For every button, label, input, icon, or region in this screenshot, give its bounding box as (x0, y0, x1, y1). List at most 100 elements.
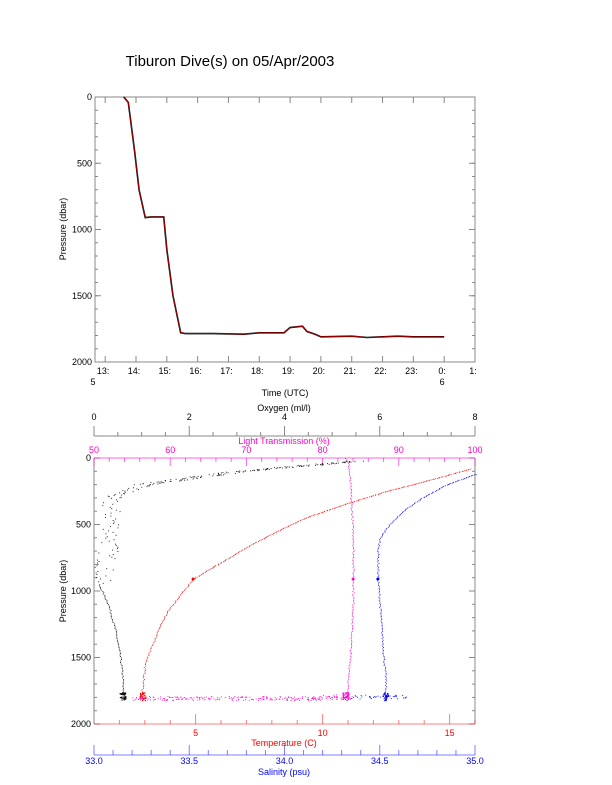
data-point (139, 696, 141, 698)
x-tick-label: 1: (469, 366, 477, 376)
data-point (298, 521, 300, 522)
data-point (377, 573, 379, 575)
data-point (120, 662, 122, 664)
data-point (184, 479, 186, 481)
data-point (144, 700, 147, 702)
series-salinity-bottom-transect (351, 694, 407, 700)
data-point (227, 472, 229, 474)
data-point (377, 561, 379, 563)
data-point (144, 664, 146, 666)
data-point (122, 689, 124, 691)
data-point (157, 697, 159, 699)
data-point (332, 462, 334, 464)
data-point (379, 590, 380, 592)
data-point (112, 569, 114, 571)
data-point (224, 697, 226, 698)
data-point (188, 698, 190, 700)
data-point (219, 474, 221, 476)
data-point (121, 665, 123, 667)
data-point (124, 692, 126, 695)
data-point (166, 699, 168, 701)
data-point (199, 697, 200, 699)
data-point (204, 571, 206, 573)
data-point (353, 697, 355, 699)
data-point (115, 518, 117, 520)
data-point (362, 460, 364, 462)
data-point (369, 696, 371, 698)
data-point (148, 653, 150, 655)
data-point (167, 612, 168, 614)
data-point (347, 694, 350, 696)
data-point (192, 699, 194, 701)
data-point (118, 524, 120, 526)
data-point (160, 481, 162, 483)
data-point (352, 546, 354, 548)
data-point (179, 480, 181, 482)
data-point (348, 675, 350, 677)
data-point (384, 530, 386, 532)
data-point (329, 696, 331, 697)
data-point (258, 698, 260, 700)
data-point (352, 620, 354, 622)
data-point (392, 521, 394, 523)
data-point (268, 535, 270, 537)
data-point (386, 528, 388, 530)
data-point (295, 522, 297, 524)
data-point (169, 696, 170, 698)
data-point (427, 480, 429, 482)
data-point (97, 562, 99, 564)
data-point (350, 497, 352, 499)
data-point (380, 613, 382, 615)
data-point (138, 698, 140, 700)
data-point (351, 647, 353, 649)
data-point (381, 622, 383, 623)
data-point (371, 495, 373, 497)
data-point (353, 598, 355, 600)
data-point (274, 699, 276, 701)
data-point (249, 545, 251, 547)
data-point (361, 696, 363, 698)
salinity-axis-label: Salinity (psu) (258, 767, 310, 777)
data-point (416, 483, 418, 485)
data-point (387, 695, 389, 697)
data-point (197, 697, 199, 699)
data-point (432, 491, 434, 493)
light-tick-label: 90 (394, 445, 404, 455)
data-point (351, 518, 353, 520)
data-point (379, 607, 381, 609)
data-point (146, 486, 148, 488)
data-point (344, 698, 347, 701)
data-point (198, 697, 200, 699)
data-point (183, 478, 185, 480)
data-point (315, 463, 317, 465)
data-point (314, 514, 315, 516)
data-point (284, 466, 286, 468)
data-point (428, 494, 430, 496)
data-point (185, 588, 187, 590)
x-tick-label: 23: (405, 366, 418, 376)
data-point (317, 513, 319, 515)
data-point (302, 696, 303, 698)
marker-910dbar (191, 577, 195, 581)
data-point (351, 619, 353, 620)
data-point (379, 593, 381, 595)
data-point (312, 697, 314, 699)
data-point (208, 697, 210, 699)
data-point (350, 632, 352, 634)
data-point (450, 473, 452, 475)
data-point (209, 698, 211, 700)
data-point (153, 482, 155, 484)
data-point (313, 696, 315, 698)
data-point (122, 681, 124, 683)
y-tick-label: 500 (76, 520, 91, 530)
data-point (146, 697, 147, 699)
data-point (163, 699, 165, 701)
data-point (294, 699, 296, 701)
data-point (141, 689, 143, 691)
data-point (302, 519, 304, 521)
x-axis-label: Time (UTC) (262, 388, 309, 398)
data-point (331, 462, 333, 464)
data-point (311, 698, 313, 700)
data-point (346, 692, 348, 694)
data-point (114, 494, 116, 495)
